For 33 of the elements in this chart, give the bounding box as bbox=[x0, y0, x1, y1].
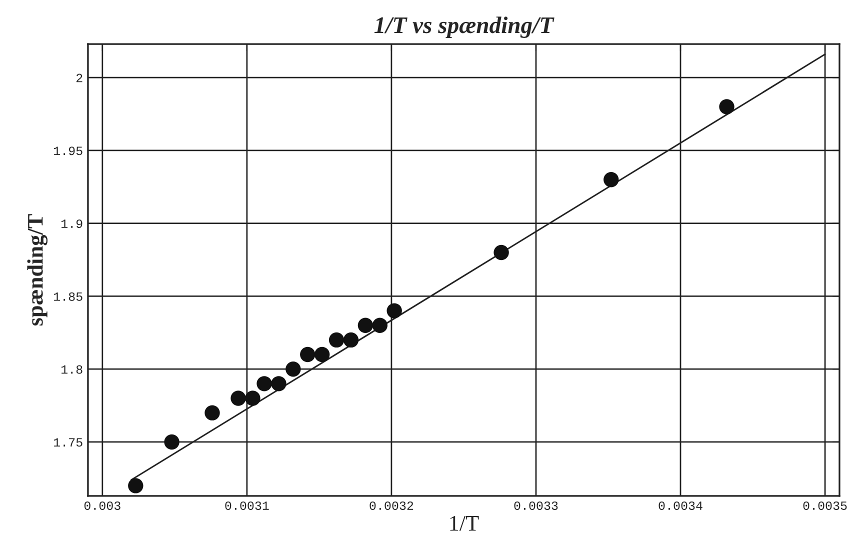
x-tick-label: 0.003 bbox=[84, 501, 120, 510]
y-tick-label: 1.8 bbox=[62, 365, 82, 374]
point bbox=[300, 346, 316, 362]
point bbox=[494, 244, 509, 260]
y-axis-title: spænding/T bbox=[27, 214, 48, 326]
point bbox=[271, 376, 286, 392]
y-tick-label: 1.85 bbox=[54, 292, 82, 301]
point bbox=[314, 346, 330, 362]
point bbox=[719, 99, 734, 114]
point bbox=[204, 405, 220, 420]
x-tick-label: 0.0033 bbox=[514, 501, 558, 510]
y-tick-label: 1.95 bbox=[54, 146, 82, 156]
x-tick-label: 0.0034 bbox=[658, 501, 702, 510]
point bbox=[230, 390, 246, 406]
point bbox=[358, 318, 374, 333]
point bbox=[604, 172, 619, 188]
chart-title: 1/T vs spænding/T bbox=[374, 16, 554, 38]
x-tick-label: 0.0032 bbox=[370, 501, 414, 510]
point bbox=[343, 332, 359, 348]
x-axis-title: 1/T bbox=[450, 516, 479, 531]
point bbox=[286, 361, 301, 377]
x-tick-label: 0.0035 bbox=[803, 501, 847, 510]
y-tick-label: 1.75 bbox=[54, 438, 82, 447]
x-tick-label: 0.0031 bbox=[225, 501, 269, 510]
point bbox=[372, 318, 388, 333]
point bbox=[164, 434, 180, 450]
point bbox=[245, 390, 260, 406]
point bbox=[328, 332, 344, 348]
point bbox=[128, 478, 144, 494]
point bbox=[256, 376, 272, 392]
y-tick-label: 1.9 bbox=[62, 220, 82, 228]
y-tick-label: 2 bbox=[76, 74, 82, 82]
point bbox=[386, 303, 402, 318]
